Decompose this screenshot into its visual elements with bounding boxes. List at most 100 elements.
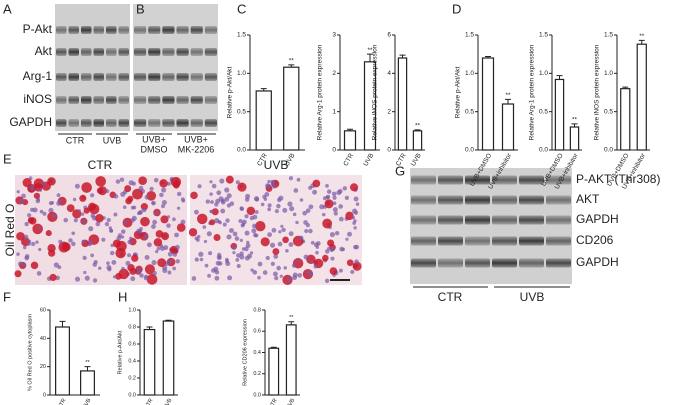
cell [222, 222, 227, 227]
cell [304, 228, 309, 234]
cell [334, 231, 340, 236]
bar [554, 78, 565, 151]
cell [226, 193, 232, 199]
cell [109, 250, 115, 256]
blot-band [190, 119, 203, 127]
cell [277, 241, 283, 247]
panel-label: B [136, 1, 145, 16]
cell [159, 192, 164, 198]
annotation: ** [289, 58, 295, 65]
cell [35, 240, 39, 244]
cell [95, 221, 101, 227]
blot-band [81, 119, 92, 127]
cell [308, 204, 314, 210]
cell [172, 217, 176, 222]
blot-band [411, 175, 436, 185]
blot-band [162, 73, 175, 81]
cell [251, 228, 257, 234]
y-tick-label: 1.5 [465, 32, 474, 39]
cell [115, 273, 122, 280]
cell [36, 271, 42, 276]
cell [151, 224, 156, 229]
cell [211, 268, 216, 273]
cell [206, 231, 212, 237]
group-label: UVB [103, 135, 122, 145]
cell [327, 239, 335, 247]
y-tick-label: 1.5 [604, 32, 613, 39]
cell [289, 206, 295, 212]
x-tick-label: CTR [268, 398, 279, 405]
cell [56, 193, 61, 198]
cell [22, 262, 27, 267]
cell [204, 263, 209, 268]
cell [315, 245, 319, 249]
image-label: UVB [264, 158, 289, 172]
cell [293, 188, 299, 193]
cell [205, 199, 211, 204]
cell [285, 248, 289, 253]
blot-band [134, 73, 147, 81]
error-bar [399, 54, 406, 58]
blot-band [546, 175, 571, 185]
cell [344, 195, 349, 201]
cell [188, 228, 198, 237]
cell [80, 212, 85, 216]
cell [262, 270, 268, 275]
cell [159, 179, 168, 188]
cell [325, 183, 329, 188]
group-label: CTR [438, 290, 463, 304]
blot-row-label: GAPDH [576, 255, 619, 269]
cell [92, 278, 98, 283]
panel-label: G [395, 163, 405, 178]
y-tick-label: 0.5 [539, 108, 548, 115]
blot-band [118, 73, 129, 81]
blot-band [134, 48, 147, 56]
cell [176, 223, 186, 232]
cell [296, 177, 301, 182]
cell [196, 213, 208, 225]
y-tick-label: 3 [332, 32, 336, 39]
y-axis-label: Relative Arg-1 protein expression [529, 44, 536, 140]
blot-band [162, 26, 175, 34]
bar [412, 130, 423, 151]
cell [71, 231, 76, 236]
cell [53, 262, 59, 268]
cell [269, 242, 276, 248]
cell [151, 259, 157, 266]
blot-band [438, 195, 463, 205]
cell [220, 199, 226, 205]
cell [237, 182, 247, 192]
y-tick-label: 0.0 [237, 147, 246, 154]
image-label: CTR [88, 158, 113, 172]
cell [90, 253, 95, 258]
error-bar [505, 98, 511, 104]
cell [324, 278, 330, 283]
cell [153, 238, 163, 247]
cell [209, 180, 213, 184]
cell [338, 268, 343, 273]
cell [125, 260, 131, 266]
cell [68, 238, 73, 243]
annotation: ** [415, 123, 421, 130]
cell [224, 196, 230, 202]
bar [636, 43, 647, 151]
cell [225, 218, 230, 223]
y-tick-label: 0 [43, 392, 46, 398]
blot-band [204, 119, 217, 127]
cell [143, 275, 149, 281]
cell [267, 179, 271, 184]
cell [14, 270, 22, 278]
y-tick-label: 20 [40, 364, 46, 370]
cell [236, 263, 241, 269]
cell [71, 241, 76, 247]
cell [32, 207, 38, 213]
cell [292, 212, 297, 217]
cell [95, 176, 106, 187]
cell [308, 228, 313, 234]
blot-band [134, 26, 147, 34]
blot-band [465, 175, 490, 185]
blot-band [519, 258, 544, 268]
bar [55, 326, 70, 396]
cell [278, 195, 284, 201]
cell [254, 233, 259, 238]
